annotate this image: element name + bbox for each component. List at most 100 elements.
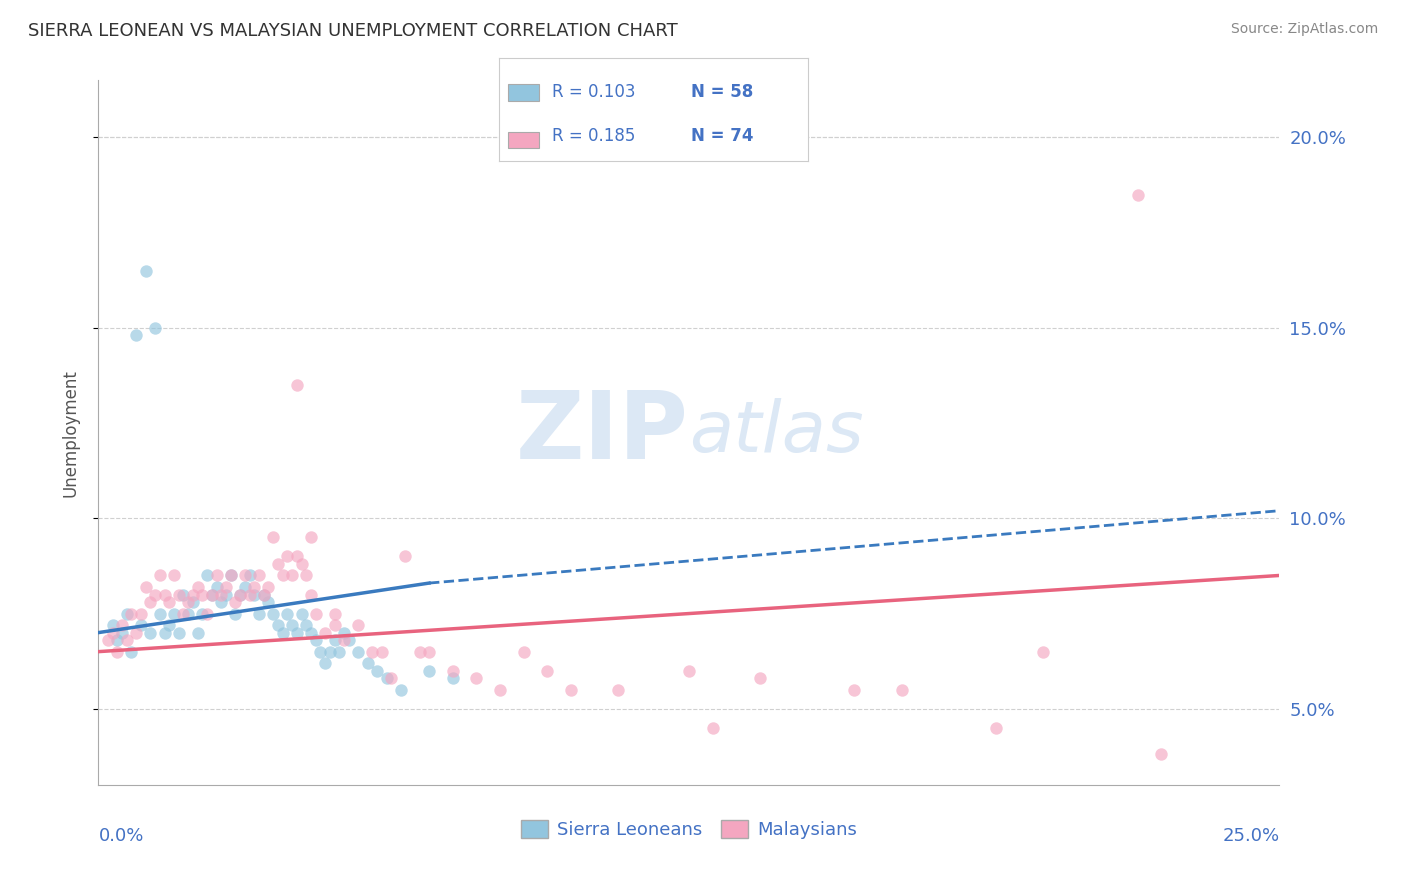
Point bbox=[333, 633, 356, 648]
Point bbox=[262, 607, 284, 621]
Text: Source: ZipAtlas.com: Source: ZipAtlas.com bbox=[1230, 22, 1378, 37]
Point bbox=[239, 568, 262, 582]
Point bbox=[748, 671, 770, 685]
Point bbox=[1126, 187, 1149, 202]
Point bbox=[323, 633, 346, 648]
Point bbox=[276, 607, 298, 621]
Point bbox=[678, 664, 700, 678]
Point bbox=[105, 645, 128, 659]
Point bbox=[163, 568, 186, 582]
Point bbox=[101, 618, 124, 632]
Point bbox=[205, 568, 228, 582]
Point bbox=[233, 580, 256, 594]
Point bbox=[314, 656, 336, 670]
Point bbox=[366, 664, 388, 678]
FancyBboxPatch shape bbox=[509, 132, 540, 148]
Point bbox=[177, 595, 200, 609]
Point bbox=[328, 645, 350, 659]
Point bbox=[418, 664, 440, 678]
Point bbox=[607, 682, 630, 697]
Point bbox=[143, 587, 166, 601]
Point bbox=[285, 378, 308, 392]
Point bbox=[139, 595, 162, 609]
Point bbox=[177, 607, 200, 621]
Point bbox=[129, 618, 152, 632]
Point bbox=[105, 633, 128, 648]
Point bbox=[299, 625, 322, 640]
Point bbox=[153, 625, 176, 640]
Point bbox=[229, 587, 252, 601]
Point bbox=[97, 633, 120, 648]
Point bbox=[319, 645, 342, 659]
Point bbox=[290, 607, 312, 621]
Point bbox=[243, 587, 266, 601]
Point bbox=[281, 568, 304, 582]
Point bbox=[111, 625, 134, 640]
Point bbox=[181, 587, 204, 601]
Point bbox=[101, 625, 124, 640]
Point bbox=[143, 321, 166, 335]
Point bbox=[139, 625, 162, 640]
Point bbox=[153, 587, 176, 601]
Point bbox=[229, 587, 252, 601]
Point bbox=[309, 645, 332, 659]
Point bbox=[267, 557, 290, 571]
Point bbox=[181, 595, 204, 609]
Point bbox=[333, 625, 356, 640]
Point bbox=[375, 671, 398, 685]
Point bbox=[357, 656, 380, 670]
Point bbox=[257, 595, 280, 609]
Point bbox=[224, 607, 246, 621]
Point bbox=[371, 645, 394, 659]
Point bbox=[215, 580, 238, 594]
Text: 0.0%: 0.0% bbox=[98, 827, 143, 846]
Point bbox=[247, 607, 270, 621]
Point bbox=[209, 595, 232, 609]
Point bbox=[121, 645, 143, 659]
Point bbox=[441, 671, 464, 685]
Point bbox=[1032, 645, 1054, 659]
Point bbox=[418, 645, 440, 659]
Point bbox=[271, 625, 294, 640]
Text: N = 74: N = 74 bbox=[690, 127, 754, 145]
Point bbox=[267, 618, 290, 632]
Point bbox=[347, 645, 370, 659]
Point bbox=[219, 568, 242, 582]
Text: atlas: atlas bbox=[689, 398, 863, 467]
Point bbox=[253, 587, 276, 601]
Point bbox=[135, 580, 157, 594]
Point bbox=[224, 595, 246, 609]
Point bbox=[702, 721, 724, 735]
Point bbox=[1150, 747, 1173, 762]
Point bbox=[305, 633, 328, 648]
Point bbox=[215, 587, 238, 601]
Point bbox=[125, 328, 148, 343]
Point bbox=[187, 625, 209, 640]
Text: SIERRA LEONEAN VS MALAYSIAN UNEMPLOYMENT CORRELATION CHART: SIERRA LEONEAN VS MALAYSIAN UNEMPLOYMENT… bbox=[28, 22, 678, 40]
Point bbox=[394, 549, 416, 564]
Point bbox=[560, 682, 582, 697]
Point bbox=[844, 682, 866, 697]
Point bbox=[191, 607, 214, 621]
Point bbox=[257, 580, 280, 594]
Point bbox=[201, 587, 224, 601]
Text: ZIP: ZIP bbox=[516, 386, 689, 479]
Point bbox=[337, 633, 360, 648]
Point bbox=[489, 682, 512, 697]
Point bbox=[295, 618, 318, 632]
Point bbox=[115, 607, 138, 621]
FancyBboxPatch shape bbox=[509, 85, 540, 101]
Point bbox=[380, 671, 402, 685]
Point bbox=[195, 568, 218, 582]
Point bbox=[299, 587, 322, 601]
Point bbox=[262, 530, 284, 544]
Point bbox=[323, 607, 346, 621]
Point bbox=[281, 618, 304, 632]
Point bbox=[111, 618, 134, 632]
Point bbox=[465, 671, 488, 685]
Point bbox=[271, 568, 294, 582]
Point bbox=[115, 633, 138, 648]
Point bbox=[125, 625, 148, 640]
Point bbox=[389, 682, 412, 697]
Legend: Sierra Leoneans, Malaysians: Sierra Leoneans, Malaysians bbox=[515, 813, 863, 847]
